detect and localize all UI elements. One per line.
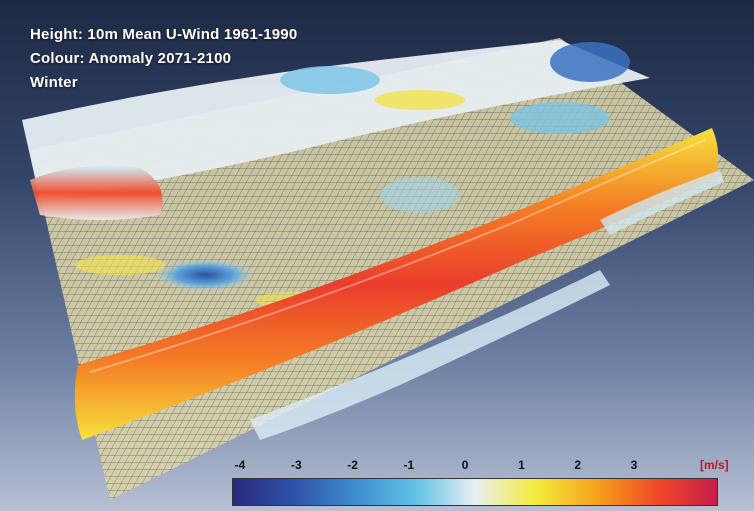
north-yellow-patch — [375, 90, 465, 110]
tropic-blue-patch — [155, 259, 255, 291]
colorbar-tick: 2 — [574, 458, 582, 472]
colorbar-tick: 1 — [518, 458, 525, 472]
colorbar-units: [m/s] — [700, 458, 729, 472]
north-surface — [22, 40, 650, 200]
colorbar-tick: -1 — [403, 458, 415, 472]
tropic-yellow-patch — [75, 255, 165, 275]
title-colour: Colour: Anomaly 2071-2100 — [30, 50, 232, 67]
north-blue-patch-3 — [510, 102, 610, 134]
north-blue-patch — [550, 42, 630, 82]
south-ridge — [250, 270, 610, 440]
southern-jet-band — [74, 128, 719, 440]
title-height: Height: 10m Mean U-Wind 1961-1990 — [30, 26, 298, 43]
north-jet-wave — [30, 165, 163, 220]
colorbar-tick: -2 — [347, 458, 358, 472]
colorbar-tick: 0 — [461, 458, 469, 472]
colorbar-tick: 3 — [630, 458, 638, 472]
south-ridge-2 — [600, 170, 724, 235]
colorbar-tick: -4 — [234, 458, 246, 472]
southern-jet-highlight — [89, 139, 706, 373]
colorbar — [232, 478, 718, 506]
title-season: Winter — [30, 74, 78, 91]
tropic-blue-patch-2 — [380, 177, 460, 213]
colorbar-tick: -3 — [290, 458, 302, 472]
north-blue-patch-2 — [280, 66, 380, 94]
